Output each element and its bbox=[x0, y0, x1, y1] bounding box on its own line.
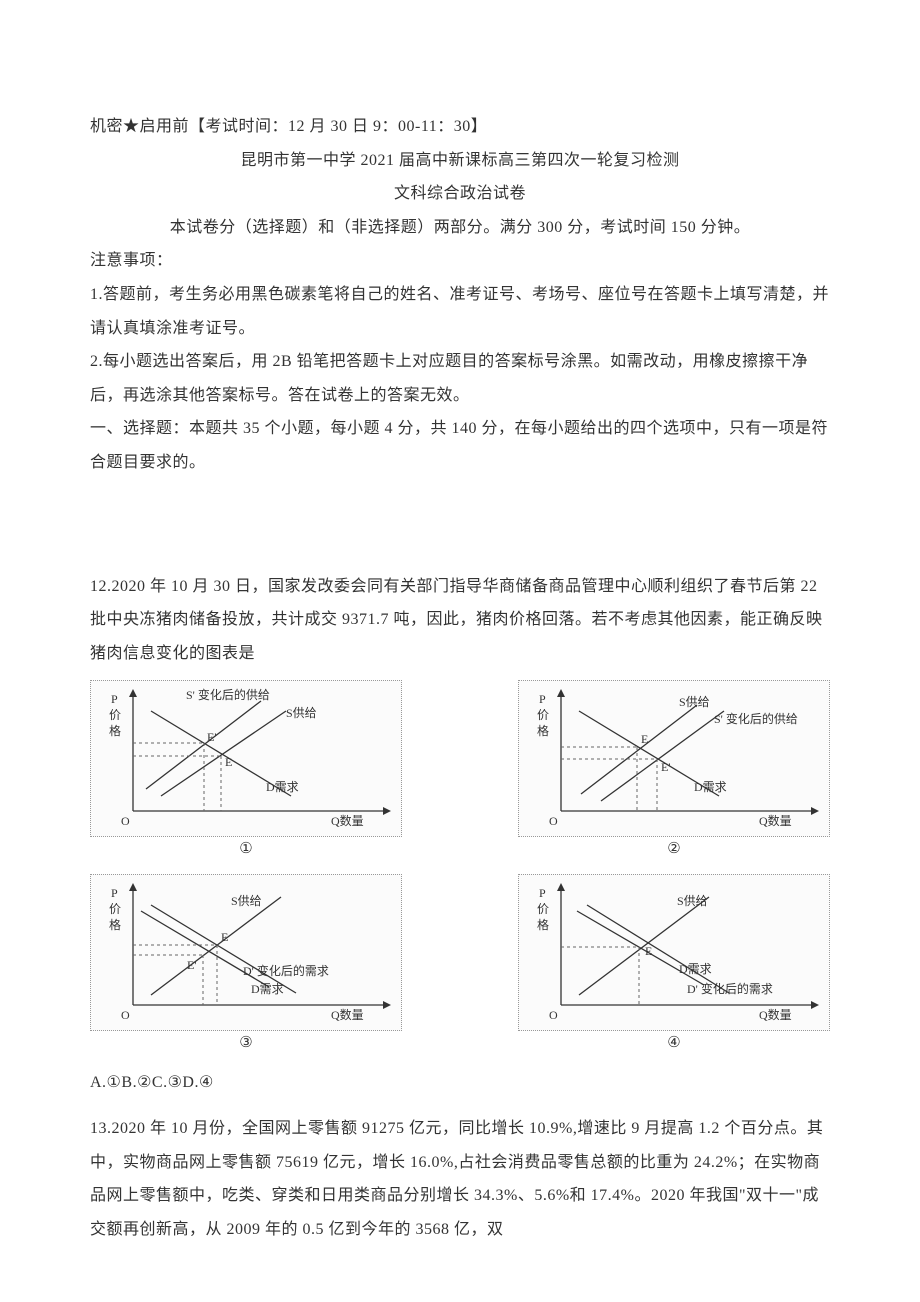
confidential-line: 机密★启用前【考试时间：12 月 30 日 9：00-11：30】 bbox=[90, 110, 830, 144]
q13-stem: 13.2020 年 10 月份，全国网上零售额 91275 亿元，同比增长 10… bbox=[90, 1112, 830, 1246]
chart3-Ep: E' bbox=[187, 958, 197, 972]
title-line-1: 昆明市第一中学 2021 届高中新课标高三第四次一轮复习检测 bbox=[90, 144, 830, 178]
chart2-y-jia: 价 bbox=[537, 708, 549, 722]
chart4-y-P: P bbox=[539, 886, 546, 900]
scope-line: 本试卷分（选择题）和（非选择题）两部分。满分 300 分，考试时间 150 分钟… bbox=[90, 211, 830, 245]
q12-options: A.①B.②C.③D.④ bbox=[90, 1066, 830, 1100]
chart2-D-label: D需求 bbox=[694, 780, 727, 794]
chart1-D-label: D需求 bbox=[266, 780, 299, 794]
chart3-D-label: D需求 bbox=[251, 982, 284, 996]
chart4-x-label: Q数量 bbox=[759, 1007, 792, 1022]
notice-1: 1.答题前，考生务必用黑色碳素笔将自己的姓名、准考证号、考场号、座位号在答题卡上… bbox=[90, 278, 830, 345]
chart4-S-label: S供给 bbox=[677, 894, 708, 908]
chart1-E: E bbox=[225, 755, 232, 769]
chart-4-svg: P 价 格 O Q数量 S供给 D需求 D' 变化后的需求 bbox=[519, 875, 829, 1030]
chart2-y-P: P bbox=[539, 692, 546, 706]
chart-4: P 价 格 O Q数量 S供给 D需求 D' 变化后的需求 bbox=[518, 874, 830, 1031]
chart2-y-ge: 格 bbox=[537, 723, 549, 738]
chart2-Ep: E' bbox=[661, 760, 671, 774]
chart1-y-jia: 价 bbox=[109, 708, 121, 722]
chart-3: P 价 格 O Q数量 S供给 D需求 D' 变化后的需求 bbox=[90, 874, 402, 1031]
chart4-caption: ④ bbox=[518, 1033, 830, 1052]
chart3-y-jia: 价 bbox=[109, 902, 121, 916]
chart4-y-jia: 价 bbox=[537, 902, 549, 916]
chart1-Ep: E' bbox=[207, 730, 217, 744]
title-line-2: 文科综合政治试卷 bbox=[90, 177, 830, 211]
chart1-caption: ① bbox=[90, 839, 402, 858]
chart-2-svg: P 价 格 O Q数量 D需求 S供给 S' 变化后的供给 bbox=[519, 681, 829, 836]
chart2-S-label: S供给 bbox=[679, 695, 710, 709]
chart3-y-P: P bbox=[111, 886, 118, 900]
chart-1-svg: P 价 格 O Q数量 D需求 S供给 S' 变化后的供给 bbox=[91, 681, 401, 836]
chart1-S-label: S供给 bbox=[286, 706, 317, 720]
chart1-y-P: P bbox=[111, 692, 118, 706]
chart2-Sp-label: S' 变化后的供给 bbox=[714, 711, 798, 726]
q12-charts: P 价 格 O Q数量 D需求 S供给 S' 变化后的供给 bbox=[90, 680, 830, 1058]
chart-3-svg: P 价 格 O Q数量 S供给 D需求 D' 变化后的需求 bbox=[91, 875, 401, 1030]
chart4-origin: O bbox=[549, 1008, 558, 1022]
q12-stem: 12.2020 年 10 月 30 日，国家发改委会同有关部门指导华商储备商品管… bbox=[90, 570, 830, 671]
chart3-x-label: Q数量 bbox=[331, 1007, 364, 1022]
chart3-caption: ③ bbox=[90, 1033, 402, 1052]
chart3-E: E bbox=[221, 930, 228, 944]
chart4-Dp-label: D' 变化后的需求 bbox=[687, 981, 773, 996]
section-1-heading: 一、选择题：本题共 35 个小题，每小题 4 分，共 140 分，在每小题给出的… bbox=[90, 412, 830, 479]
chart4-E: E bbox=[645, 944, 652, 958]
chart1-Sp-label: S' 变化后的供给 bbox=[186, 687, 270, 702]
chart2-origin: O bbox=[549, 814, 558, 828]
chart3-origin: O bbox=[121, 1008, 130, 1022]
notice-heading: 注意事项： bbox=[90, 244, 830, 278]
notice-2: 2.每小题选出答案后，用 2B 铅笔把答题卡上对应题目的答案标号涂黑。如需改动，… bbox=[90, 345, 830, 412]
chart1-origin: O bbox=[121, 814, 130, 828]
chart2-x-label: Q数量 bbox=[759, 813, 792, 828]
chart3-y-ge: 格 bbox=[109, 917, 121, 932]
chart-2: P 价 格 O Q数量 D需求 S供给 S' 变化后的供给 bbox=[518, 680, 830, 837]
chart4-D-label: D需求 bbox=[679, 962, 712, 976]
chart3-S-label: S供给 bbox=[231, 894, 262, 908]
chart2-caption: ② bbox=[518, 839, 830, 858]
chart2-E: E bbox=[641, 732, 648, 746]
chart1-y-ge: 格 bbox=[109, 723, 121, 738]
chart3-Dp-label: D' 变化后的需求 bbox=[243, 963, 329, 978]
chart4-y-ge: 格 bbox=[537, 917, 549, 932]
chart-1: P 价 格 O Q数量 D需求 S供给 S' 变化后的供给 bbox=[90, 680, 402, 837]
chart1-x-label: Q数量 bbox=[331, 813, 364, 828]
